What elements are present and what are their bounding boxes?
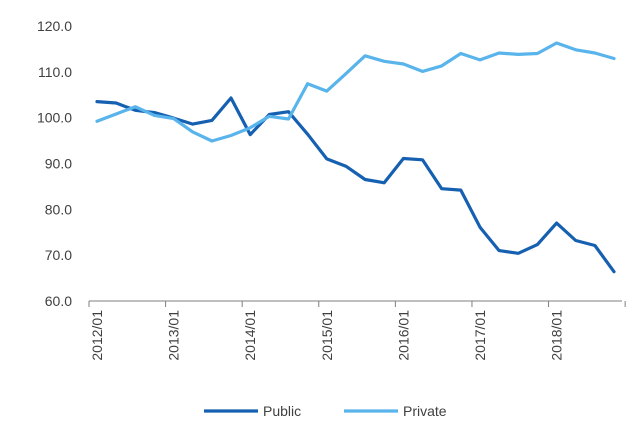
y-tick-label: 110.0	[38, 64, 72, 80]
x-tick-label: 2018/01	[549, 310, 565, 361]
x-tick-label: 2016/01	[395, 310, 411, 361]
y-tick-label: 120.0	[37, 18, 72, 34]
y-tick-label: 80.0	[45, 201, 72, 217]
x-axis-tick-labels: 2012/01 2013/01 2014/01 2015/01 2016/01 2017/…	[89, 310, 565, 361]
x-axis-ticks	[88, 301, 626, 307]
y-axis-tick-labels: 60.0 70.0 80.0 90.0 100.0 110.0 120.0	[37, 18, 72, 309]
legend-label-public: Public	[263, 403, 301, 419]
series-lines	[95, 41, 616, 274]
y-tick-label: 100.0	[37, 110, 72, 126]
y-tick-label: 70.0	[45, 247, 72, 263]
y-tick-label: 60.0	[45, 293, 72, 309]
x-tick-label: 2013/01	[166, 310, 182, 361]
series-line-public	[95, 96, 616, 274]
legend-label-private: Private	[403, 403, 447, 419]
x-tick-label: 2017/01	[472, 310, 488, 361]
y-tick-label: 90.0	[45, 156, 72, 172]
series-line-private	[95, 41, 616, 143]
legend: Public Private	[204, 403, 447, 419]
x-axis: 2012/01 2013/01 2014/01 2015/01 2016/01 2017/…	[88, 300, 626, 361]
x-tick-label: 2012/01	[89, 310, 105, 361]
x-tick-label: 2014/01	[242, 310, 258, 361]
x-tick-label: 2015/01	[319, 310, 335, 361]
